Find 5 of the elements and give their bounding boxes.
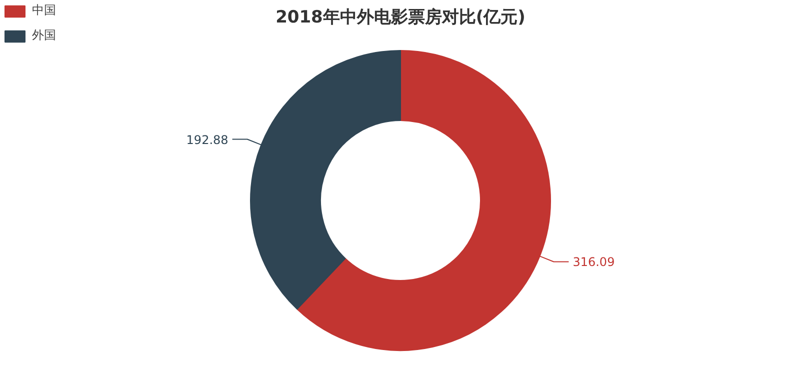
legend-label: 中国	[32, 2, 56, 19]
data-label: 316.09	[572, 255, 615, 270]
data-label: 192.88	[186, 132, 228, 147]
legend-label: 外国	[32, 27, 56, 44]
chart-title: 2018年中外电影票房对比(亿元)	[276, 8, 526, 28]
